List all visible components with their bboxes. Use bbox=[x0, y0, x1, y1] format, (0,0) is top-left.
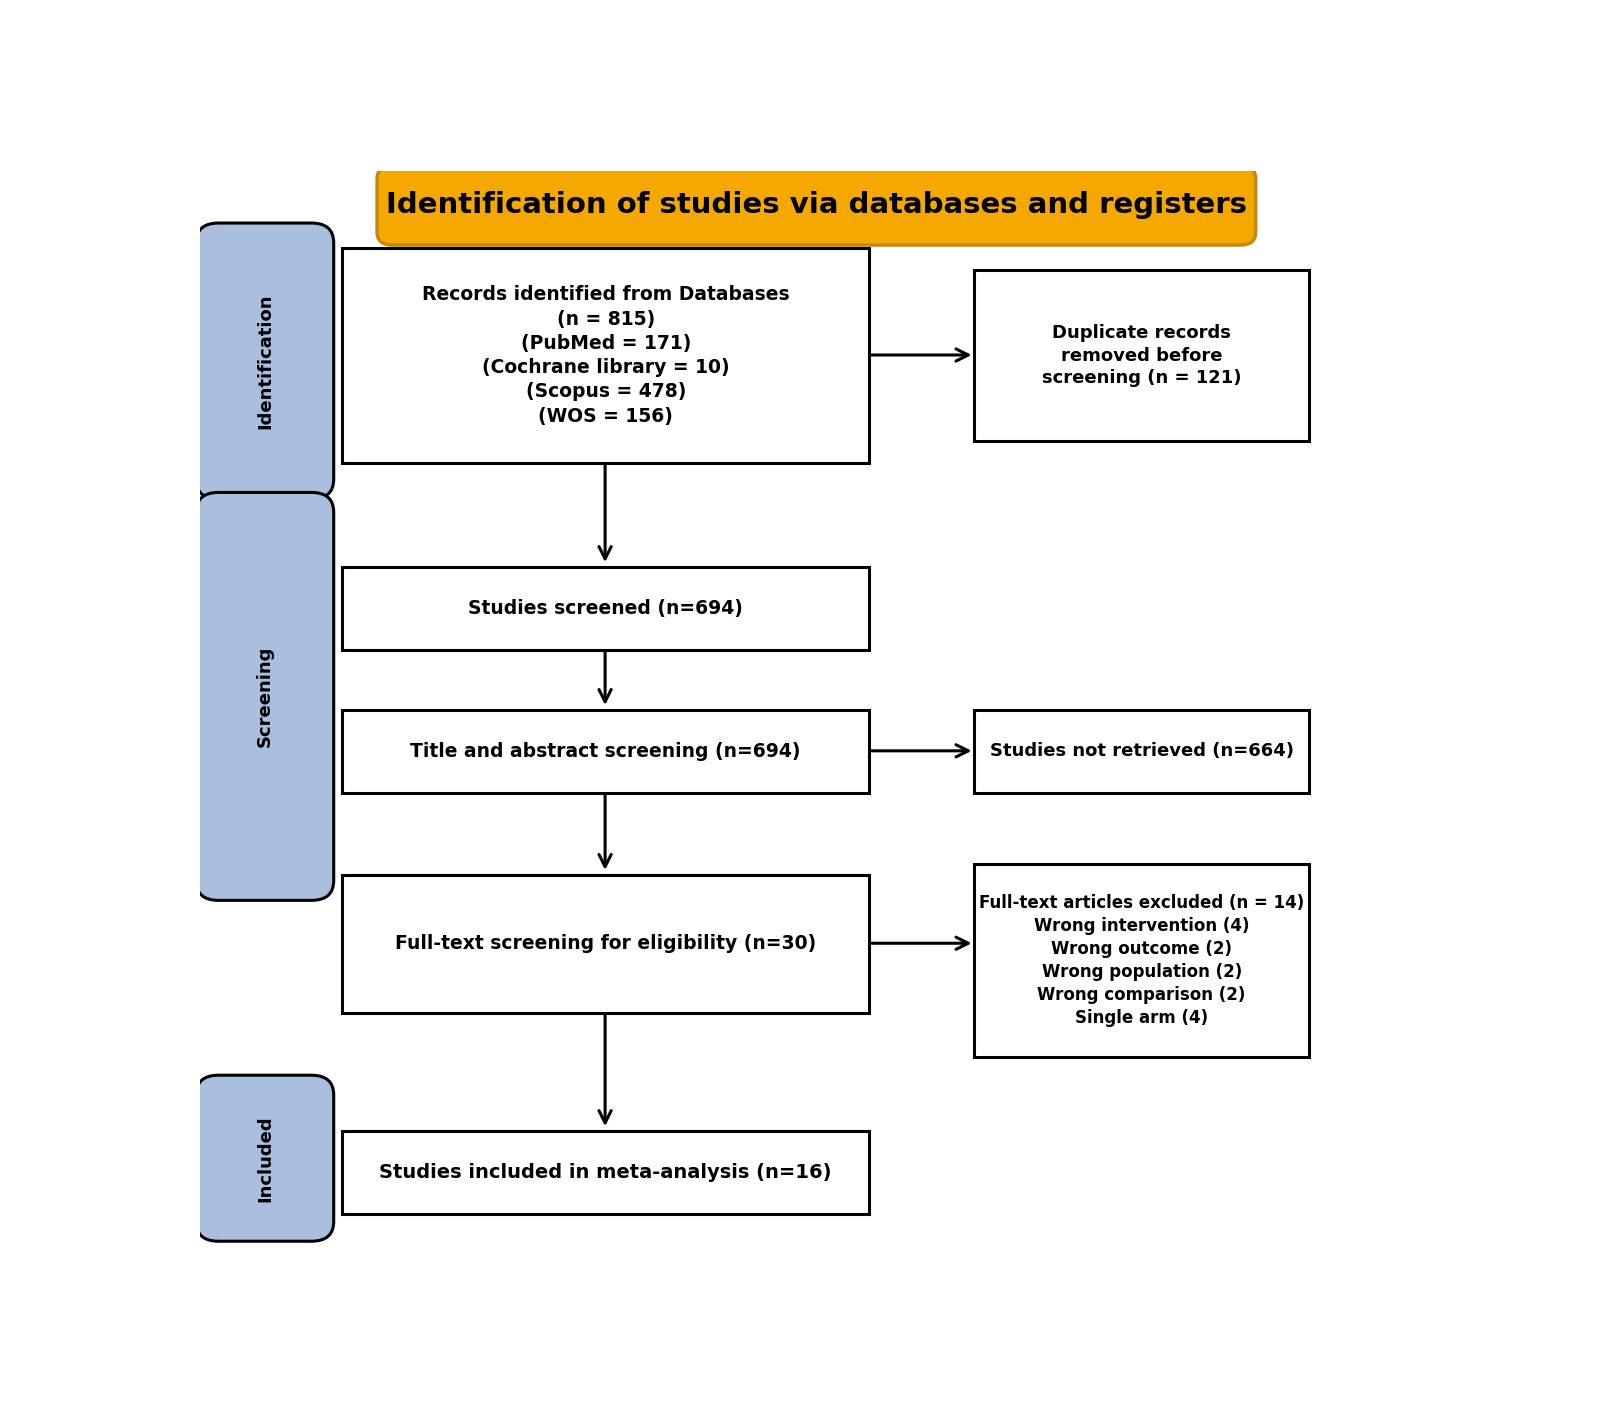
Text: Title and abstract screening (n=694): Title and abstract screening (n=694) bbox=[411, 743, 801, 761]
Text: Included: Included bbox=[256, 1115, 273, 1201]
FancyBboxPatch shape bbox=[197, 223, 334, 498]
FancyBboxPatch shape bbox=[342, 567, 870, 650]
FancyBboxPatch shape bbox=[377, 166, 1255, 246]
FancyBboxPatch shape bbox=[197, 493, 334, 901]
Text: Identification: Identification bbox=[256, 293, 273, 428]
FancyBboxPatch shape bbox=[974, 710, 1310, 793]
FancyBboxPatch shape bbox=[342, 1131, 870, 1214]
FancyBboxPatch shape bbox=[974, 270, 1310, 441]
Text: Full-text articles excluded (n = 14)
Wrong intervention (4)
Wrong outcome (2)
Wr: Full-text articles excluded (n = 14) Wro… bbox=[979, 894, 1305, 1027]
Text: Studies included in meta-analysis (n=16): Studies included in meta-analysis (n=16) bbox=[379, 1162, 831, 1182]
Text: Identification of studies via databases and registers: Identification of studies via databases … bbox=[385, 191, 1247, 220]
FancyBboxPatch shape bbox=[974, 864, 1310, 1057]
Text: Records identified from Databases
(n = 815)
(PubMed = 171)
(Cochrane library = 1: Records identified from Databases (n = 8… bbox=[422, 286, 790, 426]
Text: Studies not retrieved (n=664): Studies not retrieved (n=664) bbox=[990, 743, 1294, 760]
Text: Full-text screening for eligibility (n=30): Full-text screening for eligibility (n=3… bbox=[395, 934, 817, 954]
FancyBboxPatch shape bbox=[197, 1075, 334, 1241]
FancyBboxPatch shape bbox=[342, 248, 870, 463]
Text: Studies screened (n=694): Studies screened (n=694) bbox=[469, 598, 744, 618]
Text: Duplicate records
removed before
screening (n = 121): Duplicate records removed before screeni… bbox=[1043, 324, 1241, 387]
FancyBboxPatch shape bbox=[342, 875, 870, 1012]
Text: Screening: Screening bbox=[256, 645, 273, 747]
FancyBboxPatch shape bbox=[342, 710, 870, 793]
